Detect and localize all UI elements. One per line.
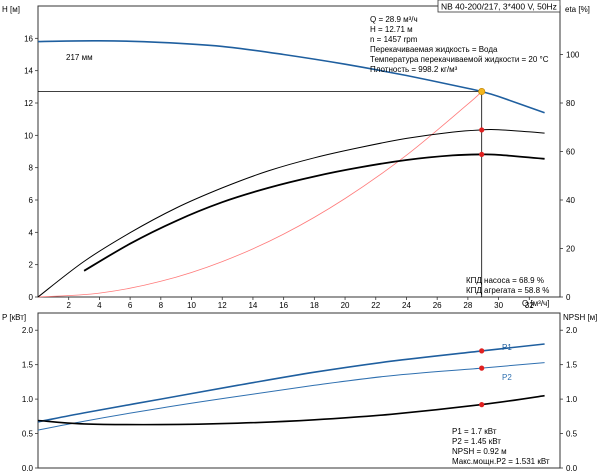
power-p2-text: P2 = 1.45 кВт xyxy=(452,437,501,446)
p2-power-curve xyxy=(37,362,545,431)
y-tick-label-h: 0 xyxy=(29,293,34,302)
y-tick-label-h: 8 xyxy=(29,164,34,173)
x-tick-label: 14 xyxy=(248,301,257,310)
y-tick-label-p: 2.0 xyxy=(22,326,34,335)
y-tick-label-h: 14 xyxy=(24,67,33,76)
y-tick-label-eta: 80 xyxy=(566,99,575,108)
x-tick-label: 22 xyxy=(371,301,380,310)
x-tick-label: 4 xyxy=(97,301,102,310)
y-tick-label-h: 12 xyxy=(24,99,33,108)
info-liquid: Перекачиваемая жидкость = Вода xyxy=(370,45,498,54)
y-tick-label-eta: 100 xyxy=(566,51,580,60)
info-temperature: Температура перекачиваемой жидкости = 20… xyxy=(370,55,549,64)
efficiency-unit-text: КПД агрегата = 58.8 % xyxy=(466,286,549,295)
duty-point-marker xyxy=(478,88,486,96)
y-tick-label-p: 0.5 xyxy=(22,430,34,439)
y-tick-label-eta: 20 xyxy=(566,245,575,254)
x-tick-label: 16 xyxy=(279,301,288,310)
legend-p1: P1 xyxy=(502,343,512,352)
x-tick-label: 30 xyxy=(494,301,503,310)
eta_unit-operating-marker xyxy=(479,151,485,158)
unit-efficiency-curve xyxy=(83,153,545,272)
head-curve xyxy=(37,39,545,114)
y-tick-label-eta: 0 xyxy=(566,293,571,302)
info-head: H = 12.71 м xyxy=(370,25,413,34)
impeller-diameter-label: 217 мм xyxy=(66,53,93,62)
bottom-plot-frame xyxy=(37,312,561,469)
x-tick-label: 24 xyxy=(402,301,411,310)
y-axis-label-eta: eta [%] xyxy=(565,5,590,14)
y-tick-label-npsh: 1.0 xyxy=(566,395,578,404)
y-tick-label-h: 2 xyxy=(29,261,34,270)
max-power-p2-text: Макс.мощн.P2 = 1.531 кВт xyxy=(452,457,550,466)
system-curve xyxy=(37,91,482,298)
y-tick-label-h: 4 xyxy=(29,228,34,237)
npsh-text: NPSH = 0.92 м xyxy=(452,447,507,456)
y-axis-label-p: P [кВт] xyxy=(2,313,26,322)
y-tick-label-eta: 60 xyxy=(566,148,575,157)
x-tick-label: 28 xyxy=(463,301,472,310)
y-tick-label-npsh: 0.5 xyxy=(566,430,578,439)
x-tick-label: 2 xyxy=(66,301,71,310)
y-tick-label-p: 0.0 xyxy=(22,464,34,473)
y-tick-label-h: 6 xyxy=(29,196,34,205)
legend-p2: P2 xyxy=(502,373,512,382)
NPSH-operating-marker xyxy=(479,402,485,408)
x-tick-label: 10 xyxy=(187,301,196,310)
y-tick-label-eta: 40 xyxy=(566,196,575,205)
P2-operating-marker xyxy=(479,365,485,371)
efficiency-pump-text: КПД насоса = 68.9 % xyxy=(466,276,544,285)
x-tick-label: 6 xyxy=(128,301,133,310)
p1-power-curve xyxy=(37,343,545,423)
y-tick-label-h: 10 xyxy=(24,131,33,140)
info-flow: Q = 28.9 м³/ч xyxy=(370,15,418,24)
x-tick-label: 26 xyxy=(433,301,442,310)
x-tick-label: 12 xyxy=(218,301,227,310)
title-box xyxy=(437,0,561,13)
y-tick-label-h: 16 xyxy=(24,34,33,43)
y-tick-label-npsh: 0.0 xyxy=(566,464,578,473)
y-axis-label-npsh: NPSH [м] xyxy=(563,313,597,322)
y-tick-label-p: 1.5 xyxy=(22,361,34,370)
info-speed: n = 1457 rpm xyxy=(370,35,418,44)
x-tick-label: 18 xyxy=(310,301,319,310)
y-tick-label-npsh: 1.5 xyxy=(566,361,578,370)
chart-title: NB 40-200/217, 3*400 V, 50Hz xyxy=(441,2,557,12)
power-p1-text: P1 = 1.7 кВт xyxy=(452,427,497,436)
npsh-curve xyxy=(37,394,545,426)
y-tick-label-p: 1.0 xyxy=(22,395,34,404)
info-density: Плотность = 998.2 кг/м³ xyxy=(370,65,458,74)
x-tick-label: 8 xyxy=(159,301,164,310)
eta_pump-operating-marker xyxy=(479,127,485,133)
x-tick-label: 32 xyxy=(525,301,534,310)
x-axis-label-q: Q [м³/ч] xyxy=(522,299,549,308)
y-axis-label-h: H [м] xyxy=(2,5,20,14)
x-tick-label: 20 xyxy=(341,301,350,310)
P1-operating-marker xyxy=(479,348,485,354)
y-tick-label-npsh: 2.0 xyxy=(566,326,578,335)
